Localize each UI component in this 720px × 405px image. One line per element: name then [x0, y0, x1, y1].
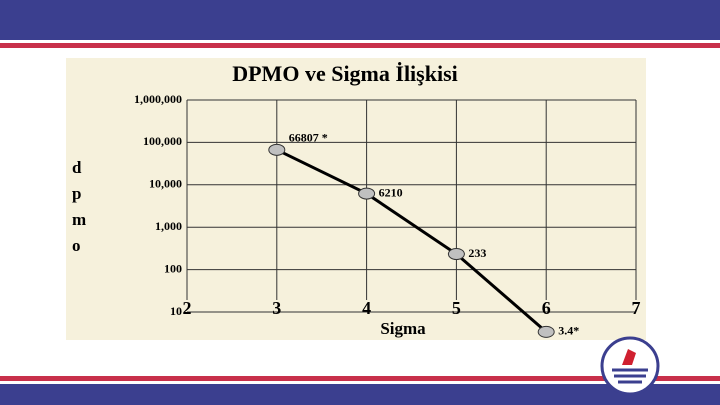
logo — [600, 336, 660, 396]
data-point — [268, 143, 286, 156]
y-tick-label: 100,000 — [143, 134, 182, 148]
y-tick-label: 10 — [170, 304, 182, 318]
x-tick-label: 2 — [183, 298, 192, 318]
data-point — [358, 187, 376, 200]
bottom-stripe — [0, 376, 720, 381]
data-label: 3.4* — [558, 324, 579, 338]
data-label: 66807 * — [289, 131, 328, 145]
y-tick-label: 1,000 — [155, 219, 182, 233]
data-label: 6210 — [379, 185, 403, 199]
y-axis-label: dpmo — [72, 158, 87, 255]
chart-background — [66, 58, 646, 340]
data-label: 233 — [468, 246, 486, 260]
y-tick-label: 1,000,000 — [134, 92, 182, 106]
data-point — [537, 325, 555, 338]
x-axis-label: Sigma — [380, 319, 426, 338]
x-tick-label: 6 — [542, 298, 551, 318]
bottom-band — [0, 384, 720, 405]
x-tick-label: 4 — [362, 298, 371, 318]
y-tick-label: 10,000 — [149, 177, 182, 191]
x-tick-label: 5 — [452, 298, 461, 318]
chart-title: DPMO ve Sigma İlişkisi — [232, 61, 458, 86]
top-stripe — [0, 43, 720, 48]
data-point — [447, 248, 465, 261]
data-line — [276, 148, 548, 333]
top-band — [0, 0, 720, 40]
x-tick-label: 3 — [272, 298, 281, 318]
y-tick-label: 100 — [164, 261, 182, 275]
x-tick-label: 7 — [632, 298, 641, 318]
